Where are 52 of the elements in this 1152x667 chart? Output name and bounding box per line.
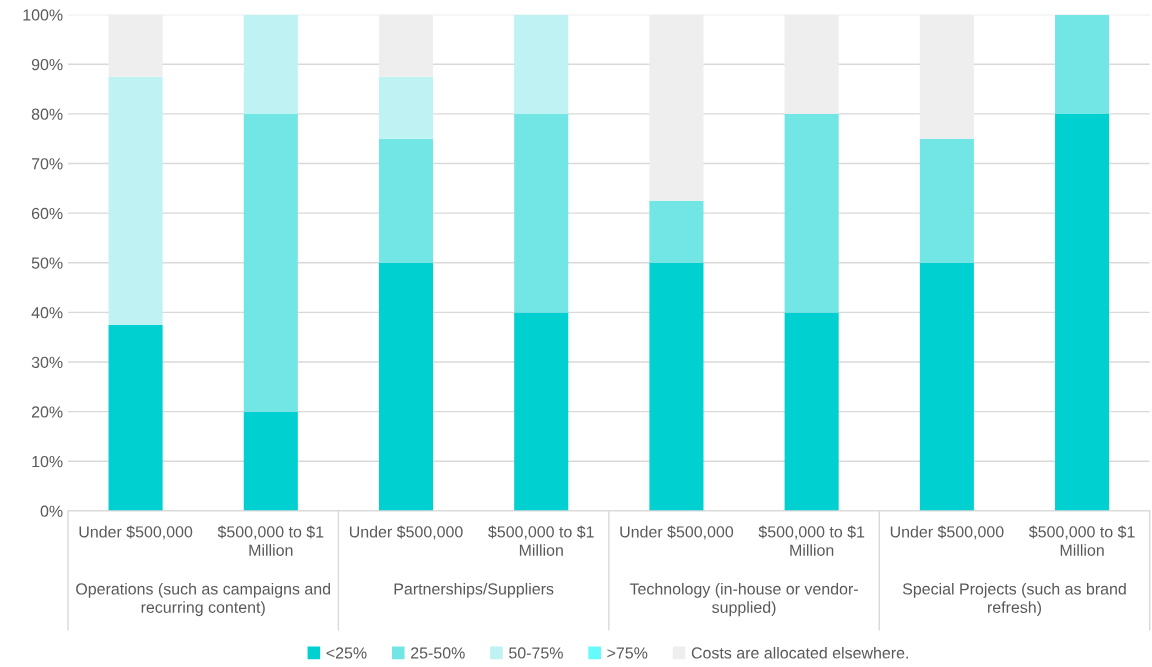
bar: [784, 312, 839, 511]
y-tick-label: 50%: [31, 257, 63, 269]
bar: [108, 14, 163, 77]
y-tick-label: 90%: [31, 58, 63, 71]
bar: [649, 14, 704, 201]
bar: [919, 138, 974, 263]
bar: [514, 312, 569, 511]
bar: [378, 14, 434, 77]
legend-label: 50-75%: [509, 647, 563, 659]
x-tick-label: $500,000 to $1 Million: [758, 525, 865, 556]
x-tick-label: Under $500,000: [890, 525, 1004, 540]
bar: [514, 14, 569, 114]
bar: [243, 411, 298, 511]
y-tick-label: 40%: [31, 307, 63, 319]
x-tick-label: $500,000 to $1 Million: [1028, 525, 1135, 556]
bar: [784, 14, 839, 114]
bar: [919, 262, 974, 511]
x-tick-label: $500,000 to $1 Million: [217, 525, 324, 556]
y-tick-label: 30%: [31, 356, 63, 368]
x-tick-label: Under $500,000: [620, 525, 734, 540]
bar: [378, 262, 434, 511]
legend-label: 25-50%: [411, 647, 465, 659]
bar: [919, 14, 974, 139]
x-tick-label: Under $500,000: [79, 525, 193, 540]
y-tick-label: 10%: [32, 455, 63, 468]
bar: [784, 113, 839, 313]
y-tick-label: 80%: [31, 108, 63, 120]
x-tick-label: $500,000 to $1 Million: [488, 525, 594, 556]
y-tick-label: 20%: [31, 406, 63, 418]
text: Operations (such as campaigns and recurring content): [76, 582, 331, 617]
legend-label: <25%: [326, 647, 367, 659]
bar: [1055, 14, 1110, 114]
bar: [243, 14, 298, 114]
bar: [1055, 113, 1110, 511]
y-tick-label: 70%: [31, 158, 63, 170]
bar: [378, 138, 434, 263]
text: Technology (in-house or vendor- supplied): [629, 582, 858, 617]
y-tick-label: 100%: [23, 9, 63, 21]
bar: [378, 76, 434, 139]
bar: [108, 324, 163, 511]
text: Partnerships/Suppliers: [394, 582, 554, 598]
legend-label: >75%: [607, 647, 648, 659]
bar: [108, 76, 163, 325]
bar: [243, 113, 298, 412]
text: Special Projects (such as brand refresh): [902, 582, 1126, 617]
x-tick-label: Under $500,000: [349, 525, 463, 540]
legend-label: Costs are allocated elsewhere.: [691, 646, 908, 659]
bar: [649, 262, 704, 511]
bar: [514, 113, 569, 313]
y-tick-label: 60%: [31, 207, 63, 220]
bar: [649, 200, 704, 263]
y-tick-label: 0%: [40, 505, 63, 517]
